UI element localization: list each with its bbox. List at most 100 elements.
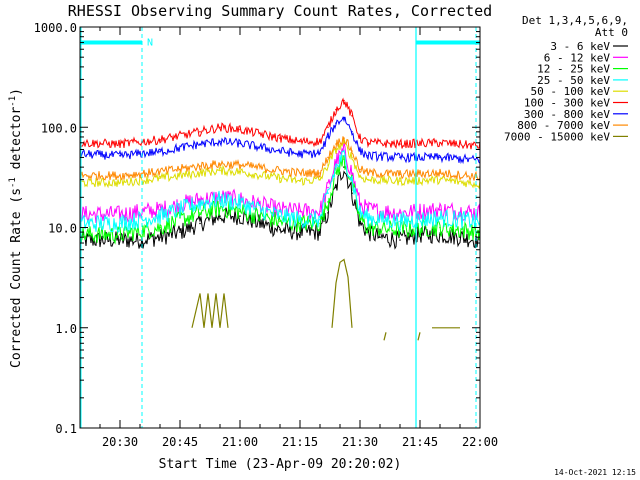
series-800-7000-kev-point (359, 168, 361, 171)
series-25-50-kev-point (159, 215, 161, 217)
series-50-100-kev-point (335, 148, 337, 151)
legend-label-6-12-kev: 6 - 12 keV (544, 51, 611, 64)
legend-label-7000-15000-kev: 7000 - 15000 keV (504, 130, 610, 143)
series-800-7000-kev-point (439, 172, 441, 174)
series-25-50-kev-point (199, 202, 201, 204)
series-800-7000-kev-point (159, 170, 161, 173)
series-300-800-kev-point (279, 150, 281, 152)
series-12-25-kev-point (327, 201, 329, 203)
series-100-300-kev-point (399, 143, 401, 145)
x-tick-label: 21:45 (402, 435, 438, 449)
series-800-7000-kev-point (327, 156, 329, 159)
series-800-7000-kev-point (351, 150, 353, 152)
series-3-6-kev-point (359, 222, 361, 225)
series-100-300-kev-point (335, 108, 337, 111)
series-6-12-kev-point (367, 209, 369, 211)
y-tick-label: 1.0 (55, 322, 77, 336)
legend-label-3-6-kev: 3 - 6 keV (550, 40, 610, 53)
series-300-800-kev-point (399, 156, 401, 159)
series-50-100-kev-point (367, 178, 369, 181)
y-tick-label: 1000.0 (34, 21, 77, 35)
series-300-800-kev-point (219, 140, 221, 143)
series-800-7000-kev-point (343, 137, 345, 139)
series-50-100-kev-point (119, 181, 121, 184)
series-25-50-kev-point (119, 222, 121, 225)
series-3-6-kev-point (219, 215, 221, 217)
series-12-25-kev-point (219, 207, 221, 210)
series-12-25-kev-point (367, 226, 369, 229)
series-100-300-kev-point (219, 126, 221, 129)
series-300-800-kev-point (199, 143, 201, 145)
legend-label-25-50-kev: 25 - 50 keV (537, 74, 610, 87)
series-25-50-kev-point (343, 154, 345, 157)
series-3-6-kev-point (319, 231, 321, 233)
series-25-50-kev-point (279, 215, 281, 217)
series-800-7000-kev-point (399, 173, 401, 175)
x-tick-label: 21:00 (222, 435, 258, 449)
series-300-800-kev-point (299, 153, 301, 155)
series-800-7000-kev-point (199, 165, 201, 167)
series-300-800-kev-point (239, 142, 241, 145)
series-12-25-kev-point (119, 233, 121, 236)
series-50-100-kev-point (279, 177, 281, 179)
y-axis-label-exp2: -1 (8, 96, 18, 107)
series-800-7000-kev-point (335, 143, 337, 145)
series-100-300-kev-point (279, 137, 281, 139)
series-3-6-kev-point (119, 239, 121, 241)
series-800-7000-kev-point (367, 172, 369, 174)
series-300-800-kev-point (319, 152, 321, 155)
axes-layer: 0.1 1.0 10.0 100.0 1000.0 20:30 20:45 21:00 21:1… (34, 21, 498, 449)
series-100-300-kev-point (239, 128, 241, 131)
series-7000-15000-kev-segment-0 (191, 293, 229, 328)
series-100-300-kev-trace (80, 97, 480, 150)
series-25-50-kev-point (335, 166, 337, 168)
series-25-50-kev-point (327, 192, 329, 194)
series-3-6-kev-point (327, 212, 329, 214)
series-300-800-kev-point (343, 116, 345, 119)
footer-timestamp: 14-Oct-2021 12:15 (554, 468, 636, 477)
series-300-800-kev-point (367, 154, 369, 157)
series-50-100-kev-point (219, 169, 221, 172)
series-6-12-kev-point (159, 209, 161, 211)
x-tick-label: 22:00 (462, 435, 498, 449)
legend-label-300-800-kev: 300 - 800 keV (524, 108, 610, 121)
series-50-100-kev-point (239, 170, 241, 173)
x-tick-label: 20:45 (162, 435, 198, 449)
series-25-50-kev-point (439, 217, 441, 219)
series-100-300-kev-point (327, 126, 329, 129)
series-300-800-kev-trace (80, 115, 480, 165)
series-12-25-kev-point (319, 222, 321, 225)
series-25-50-kev-point (367, 217, 369, 219)
series-50-100-kev-trace (80, 138, 480, 190)
series-6-12-kev-point (279, 209, 281, 211)
series-6-12-kev-point (439, 209, 441, 211)
series-3-6-kev-point (379, 236, 381, 238)
series-3-6-kev-point (399, 239, 401, 241)
series-300-800-kev-point (351, 131, 353, 133)
series-layer (80, 97, 480, 341)
series-25-50-kev-point (399, 220, 401, 223)
series-3-6-kev-point (179, 231, 181, 233)
x-tick-label: 20:30 (102, 435, 138, 449)
series-6-12-kev-point (327, 186, 329, 189)
y-tick-label: 0.1 (55, 422, 77, 436)
series-50-100-kev-point (199, 172, 201, 174)
series-6-12-kev-point (299, 210, 301, 213)
y-axis-label-end: ) (9, 88, 24, 96)
series-50-100-kev-point (319, 178, 321, 181)
series-12-25-kev-point (335, 172, 337, 174)
x-tick-label: 21:15 (282, 435, 318, 449)
series-100-300-kev-point (367, 142, 369, 144)
y-axis-label: Corrected Count Rate (s-1 detector-1) (8, 88, 24, 368)
series-12-25-kev-point (279, 220, 281, 223)
series-800-7000-kev-point (299, 172, 301, 174)
series-6-12-kev-point (199, 198, 201, 201)
series-300-800-kev-point (159, 150, 161, 153)
legend-header-line-2: Att 0 (595, 26, 628, 39)
series-12-25-kev-point (299, 222, 301, 225)
y-axis-label-main: Corrected Count Rate (s (9, 188, 24, 368)
series-12-25-kev-point (199, 212, 201, 214)
legend-label-12-25-kev: 12 - 25 keV (537, 63, 610, 76)
